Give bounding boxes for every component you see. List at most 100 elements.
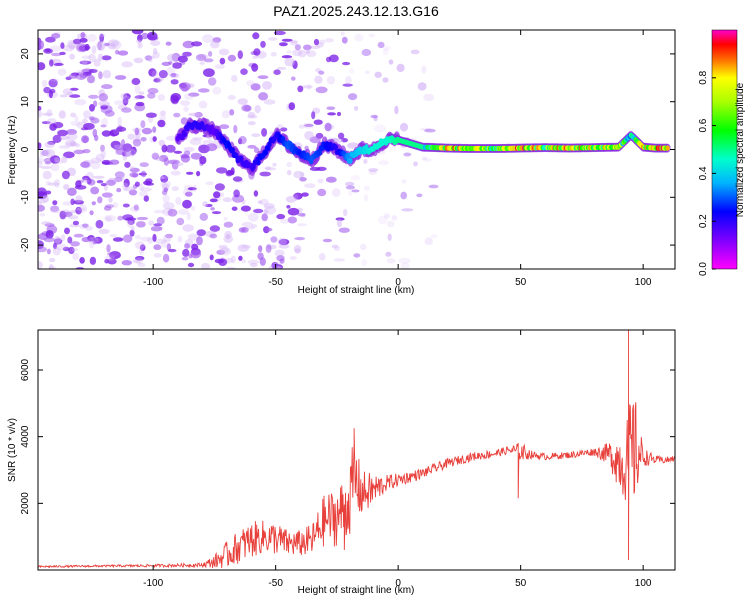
spectrogram-noise-blob	[98, 93, 109, 102]
spectrogram-noise-blob	[170, 73, 177, 77]
spectrogram-noise-blob	[214, 183, 225, 191]
spectrogram-noise-blob	[50, 208, 61, 214]
spectrogram-noise-blob	[79, 257, 85, 264]
spectrogram-noise-blob	[140, 236, 152, 242]
spectrogram-noise-blob	[117, 173, 125, 181]
spectrogram-noise-blob	[161, 176, 170, 180]
spectrogram-noise-blob	[54, 235, 62, 244]
spectrogram-noise-blob	[272, 162, 277, 167]
snr-x-tick-label: -50	[268, 578, 283, 589]
spectrogram-noise-blob	[68, 246, 75, 255]
spectrogram-noise-blob	[43, 157, 53, 163]
spectrogram-noise-blob	[231, 255, 236, 264]
spectrogram-noise-blob	[45, 36, 56, 43]
spectrogram-noise-blob	[391, 215, 398, 221]
spectrogram-noise-blob	[137, 262, 146, 268]
spectrogram-y-tick-label: 0	[20, 146, 31, 152]
spectrogram-noise-blob	[384, 213, 390, 219]
spectrogram-noise-blob	[62, 246, 70, 252]
spectrogram-noise-blob	[45, 180, 51, 186]
spectrogram-noise-blob	[75, 195, 83, 203]
spectrogram-noise-blob	[317, 178, 324, 184]
spectrogram-noise-blob	[70, 198, 75, 206]
spectrogram-noise-blob	[50, 45, 62, 52]
spectrogram-noise-blob	[133, 95, 140, 101]
spectrogram-noise-blob	[241, 259, 246, 264]
spectrogram-noise-blob	[292, 60, 298, 69]
spectrogram-noise-blob	[157, 76, 163, 84]
spectrogram-noise-blob	[281, 38, 293, 42]
spectrogram-noise-blob	[98, 42, 105, 51]
spectrogram-noise-blob	[61, 170, 70, 180]
spectrogram-noise-blob	[88, 94, 99, 99]
spectrogram-noise-blob	[327, 112, 336, 116]
spectrogram-noise-blob	[368, 170, 377, 175]
spectrogram-noise-blob	[289, 40, 299, 44]
spectrogram-noise-blob	[57, 68, 67, 76]
spectrogram-noise-blob	[238, 136, 247, 145]
spectrogram-noise-blob	[39, 153, 45, 158]
spectrogram-noise-blob	[210, 207, 215, 211]
spectrogram-noise-blob	[122, 214, 134, 221]
spectrogram-noise-blob	[278, 244, 290, 249]
spectrogram-noise-blob	[38, 157, 44, 164]
spectrogram-ridge-cell	[345, 152, 351, 159]
spectrogram-noise-blob	[177, 209, 189, 215]
spectrogram-noise-blob	[173, 150, 182, 154]
spectrogram-noise-blob	[105, 179, 116, 186]
spectrogram-noise-blob	[363, 194, 369, 202]
spectrogram-noise-blob	[260, 40, 266, 48]
spectrogram-noise-blob	[287, 207, 300, 216]
spectrogram-noise-blob	[203, 68, 215, 77]
spectrogram-noise-blob	[87, 236, 99, 244]
spectrogram-noise-blob	[177, 235, 183, 243]
spectrogram-noise-blob	[209, 254, 214, 261]
spectrogram-noise-blob	[171, 186, 179, 192]
spectrogram-noise-blob	[101, 159, 111, 165]
spectrogram-x-tick-label: 0	[395, 277, 401, 288]
spectrogram-noise-blob	[158, 139, 165, 147]
spectrogram-noise-blob	[304, 130, 314, 140]
spectrogram-noise-blob	[59, 94, 68, 98]
spectrogram-noise-blob	[130, 150, 135, 156]
spectrogram-noise-blob	[259, 171, 272, 177]
spectrogram-noise-blob	[400, 191, 408, 200]
spectrogram-noise-blob	[61, 156, 68, 164]
spectrogram-noise-blob	[49, 123, 57, 131]
spectrogram-noise-blob	[182, 199, 192, 209]
spectrogram-noise-blob	[368, 33, 376, 38]
spectrogram-noise-blob	[199, 61, 205, 65]
spectrogram-noise-blob	[104, 215, 116, 222]
spectrogram-noise-blob	[135, 257, 143, 265]
spectrogram-noise-blob	[152, 136, 157, 142]
spectrogram-noise-blob	[82, 175, 90, 181]
spectrogram-noise-blob	[80, 31, 86, 39]
spectrogram-noise-blob	[422, 157, 433, 162]
spectrogram-noise-blob	[208, 77, 217, 86]
spectrogram-noise-blob	[252, 32, 260, 40]
spectrogram-noise-blob	[231, 206, 238, 211]
spectrogram-noise-blob	[344, 181, 355, 187]
spectrogram-noise-blob	[127, 133, 135, 140]
spectrogram-noise-blob	[421, 65, 427, 74]
spectrogram-noise-blob	[202, 34, 214, 43]
spectrogram-noise-blob	[285, 195, 297, 203]
spectrogram-noise-blob	[122, 203, 130, 208]
spectrogram-noise-blob	[345, 75, 352, 85]
spectrogram-noise-blob	[190, 41, 203, 47]
spectrogram-noise-blob	[110, 140, 121, 149]
spectrogram-noise-blob	[298, 124, 305, 129]
spectrogram-noise-blob	[40, 166, 52, 169]
spectrogram-noise-blob	[38, 110, 43, 118]
spectrogram-noise-blob	[124, 161, 131, 168]
spectrogram-noise-blob	[319, 39, 326, 45]
spectrogram-noise-blob	[294, 248, 301, 253]
spectrogram-noise-blob	[59, 136, 71, 140]
spectrogram-noise-blob	[336, 111, 342, 117]
spectrogram-noise-blob	[114, 171, 125, 179]
spectrogram-x-tick-label: -100	[143, 277, 163, 288]
spectrogram-noise-blob	[303, 44, 312, 51]
spectrogram-noise-blob	[386, 258, 396, 264]
spectrogram-noise-blob	[66, 91, 74, 96]
spectrogram-noise-blob	[181, 256, 189, 261]
